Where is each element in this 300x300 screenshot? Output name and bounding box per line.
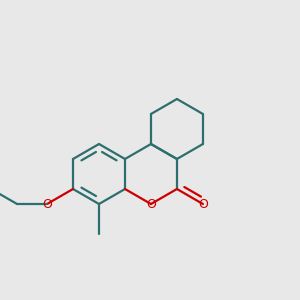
Text: O: O	[198, 197, 208, 211]
Text: O: O	[146, 197, 156, 211]
Text: O: O	[42, 197, 52, 211]
